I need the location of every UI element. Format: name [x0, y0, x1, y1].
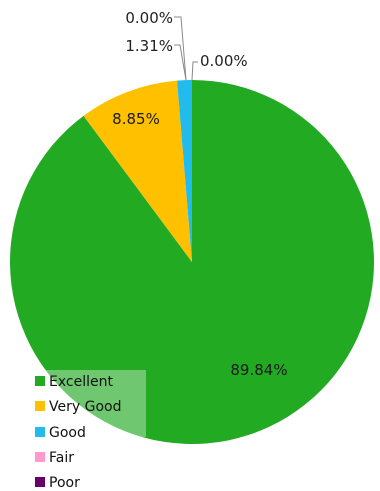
data-label-fair: 0.00% — [125, 9, 173, 27]
pie-slice-excellent — [9, 80, 374, 444]
data-label-poor: 0.00% — [200, 52, 248, 70]
leader-line-good — [174, 44, 187, 81]
leader-line-poor — [191, 61, 198, 81]
data-label-very-good: 8.85% — [112, 110, 160, 128]
legend: Excellent Very Good Good Fair Poor — [28, 370, 146, 491]
leader-lines — [174, 16, 198, 81]
pie-slice-good — [177, 80, 192, 262]
pie-slice-very-good — [83, 80, 192, 263]
legend-background — [28, 370, 146, 437]
legend-swatch-fair — [35, 452, 45, 462]
leader-line-fair — [174, 16, 187, 81]
legend-label-fair: Fair — [49, 450, 74, 466]
legend-swatch-good — [35, 427, 45, 437]
legend-label-very-good: Very Good — [49, 399, 121, 415]
legend-label-good: Good — [49, 425, 86, 441]
data-label-excellent: 89.84% — [230, 361, 287, 379]
legend-swatch-very-good — [35, 401, 45, 411]
legend-swatch-excellent — [35, 376, 45, 386]
legend-label-excellent: Excellent — [49, 374, 113, 390]
data-label-good: 1.31% — [125, 37, 173, 55]
pie-slices — [9, 80, 374, 444]
legend-label-poor: Poor — [49, 475, 80, 491]
legend-swatch-poor — [35, 477, 45, 487]
